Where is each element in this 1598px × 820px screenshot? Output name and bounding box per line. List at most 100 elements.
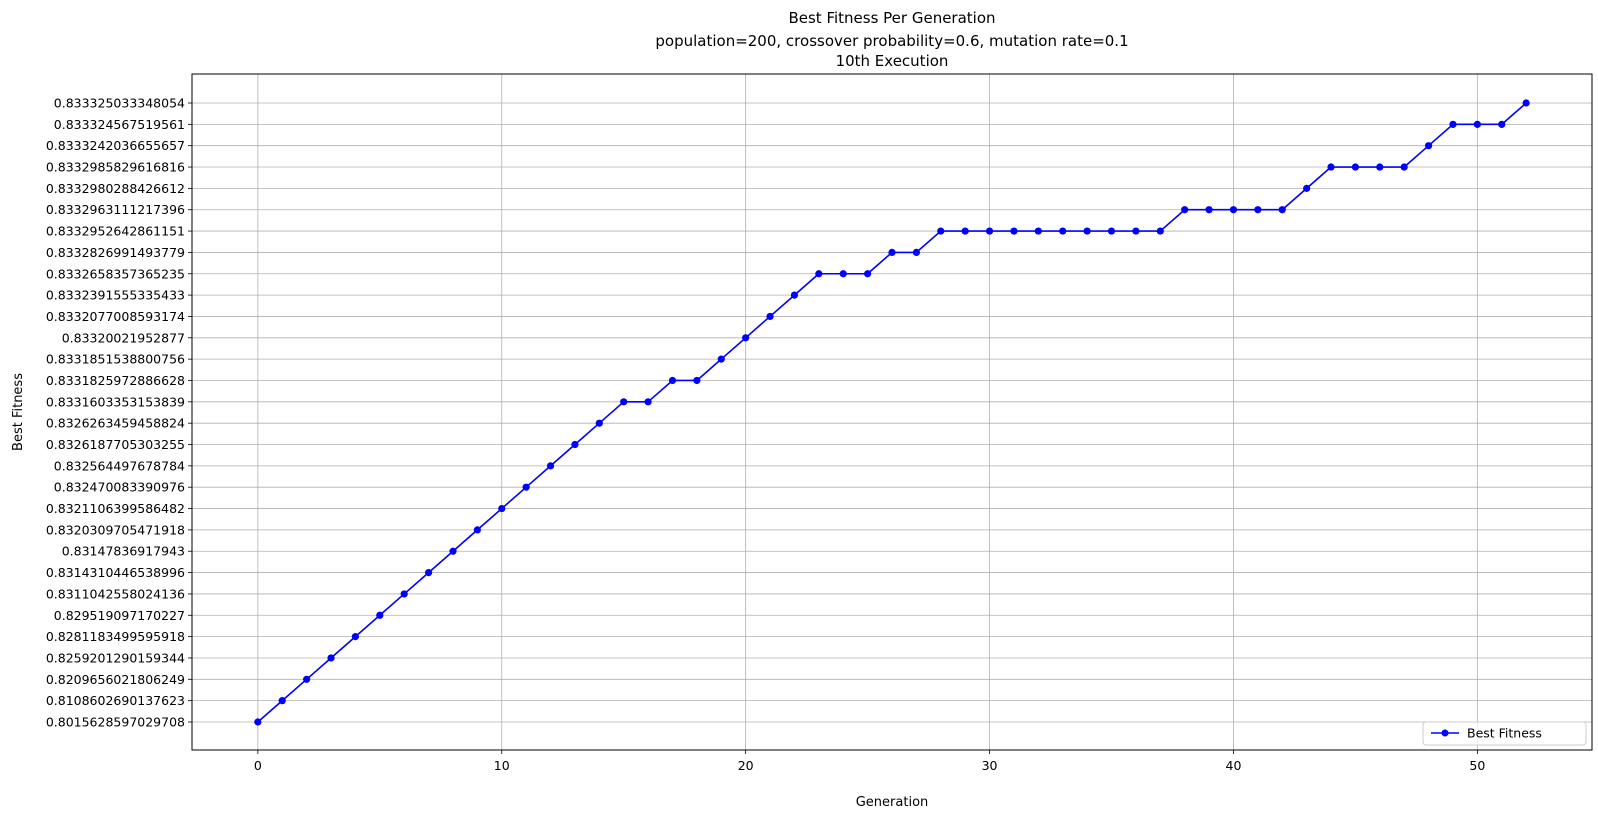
data-point (1522, 99, 1530, 107)
data-point (644, 398, 652, 406)
x-tick-label: 10 (494, 758, 510, 773)
x-tick-label: 20 (738, 758, 754, 773)
y-tick-label: 0.8108602690137623 (46, 693, 185, 708)
data-point (1010, 227, 1018, 235)
legend-box (1422, 721, 1587, 746)
data-point (1449, 120, 1457, 128)
chart-title-line-2: population=200, crossover probability=0.… (655, 32, 1128, 50)
data-point (620, 398, 628, 406)
axis-ticks: 0 10 20 30 40 50 0.8015628597029708 0.810860269… (46, 96, 1486, 774)
data-point (1156, 227, 1164, 235)
data-point (961, 227, 969, 235)
y-tick-label: 0.833324567519561 (54, 117, 185, 132)
y-tick-label: 0.832564497678784 (54, 458, 185, 473)
y-tick-label: 0.8333242036655657 (46, 138, 185, 153)
y-tick-label: 0.8332963111217396 (46, 202, 185, 217)
y-tick-label: 0.8281183499595918 (46, 629, 185, 644)
data-point (546, 462, 555, 470)
data-point (1034, 227, 1042, 235)
data-point (985, 227, 994, 235)
data-point (1181, 206, 1189, 214)
data-point (790, 291, 799, 299)
data-point (742, 334, 750, 342)
y-tick-label: 0.8259201290159344 (46, 650, 185, 665)
data-point (912, 248, 920, 257)
data-point (278, 697, 286, 705)
y-tick-label: 0.8331825972886628 (46, 373, 185, 388)
y-tick-label: 0.8311042558024136 (46, 586, 185, 601)
legend-label: Best Fitness (1467, 726, 1542, 741)
data-point (351, 633, 360, 641)
y-tick-label: 0.8332826991493779 (46, 245, 185, 260)
chart-title-line-3: 10th Execution (836, 52, 949, 70)
data-point (303, 675, 311, 683)
y-tick-label: 0.833325033348054 (54, 96, 185, 111)
y-tick-label: 0.83320021952877 (62, 330, 185, 345)
x-tick-label: 40 (1226, 758, 1242, 773)
data-point (1083, 227, 1091, 235)
legend: Best Fitness (1422, 721, 1587, 746)
plot-frame (191, 73, 1593, 751)
data-point (400, 590, 408, 598)
y-tick-label: 0.83147836917943 (62, 544, 185, 559)
y-tick-label: 0.8320309705471918 (46, 522, 185, 537)
data-point (1059, 227, 1067, 235)
y-tick-label: 0.8331603353153839 (46, 394, 185, 409)
y-tick-label: 0.8326187705303255 (46, 437, 185, 452)
chart-title-line-1: Best Fitness Per Generation (788, 9, 995, 27)
y-axis-label: Best Fitness (11, 373, 26, 451)
y-tick-label: 0.8321106399586482 (46, 501, 185, 516)
data-point (595, 419, 603, 427)
chart-title: Best Fitness Per Generation population=2… (655, 9, 1128, 70)
data-point (327, 654, 335, 662)
data-point (1278, 206, 1286, 214)
data-point (1498, 120, 1506, 128)
data-point (839, 270, 847, 278)
y-tick-label: 0.8332980288426612 (46, 181, 185, 196)
y-tick-label: 0.829519097170227 (54, 608, 185, 623)
data-point (693, 376, 701, 385)
data-point (1400, 163, 1408, 171)
series-markers (254, 99, 1530, 726)
x-tick-label: 30 (982, 758, 998, 773)
x-tick-label: 50 (1469, 758, 1485, 773)
y-tick-label: 0.8332952642861151 (46, 224, 185, 239)
data-point (1424, 142, 1433, 150)
series-lines (257, 102, 1527, 723)
data-point (571, 440, 579, 449)
data-point (815, 270, 823, 278)
y-tick-label: 0.832470083390976 (54, 480, 185, 495)
x-tick-label: 0 (254, 758, 262, 773)
data-point (254, 718, 262, 726)
y-tick-label: 0.8332077008593174 (46, 309, 185, 324)
y-tick-label: 0.8326263459458824 (46, 416, 185, 431)
data-point (864, 270, 872, 278)
data-point (1132, 227, 1140, 235)
data-point (498, 504, 506, 513)
data-point (1303, 184, 1311, 192)
y-tick-label: 0.8314310446538996 (46, 565, 185, 580)
data-point (376, 611, 384, 619)
data-point (1229, 206, 1238, 214)
grid-lines (192, 74, 1592, 750)
data-point (1351, 163, 1360, 171)
data-point (1205, 206, 1213, 214)
y-tick-label: 0.8332391555335433 (46, 288, 185, 303)
data-point (1376, 163, 1384, 171)
data-point (668, 376, 677, 385)
y-tick-label: 0.8331851538800756 (46, 352, 185, 367)
data-point (424, 568, 433, 577)
data-point (1473, 120, 1481, 128)
y-tick-label: 0.8015628597029708 (46, 715, 185, 730)
legend-marker-swatch (1441, 729, 1449, 737)
y-tick-label: 0.8209656021806249 (46, 672, 185, 687)
series-line-best-fitness (257, 102, 1527, 723)
data-point (1107, 227, 1116, 235)
data-point (1327, 163, 1335, 171)
data-point (473, 526, 481, 534)
data-point (766, 312, 774, 321)
data-point (888, 248, 896, 257)
x-axis-label: Generation (856, 795, 929, 810)
y-tick-label: 0.8332658357365235 (46, 266, 185, 281)
data-point (522, 483, 530, 491)
